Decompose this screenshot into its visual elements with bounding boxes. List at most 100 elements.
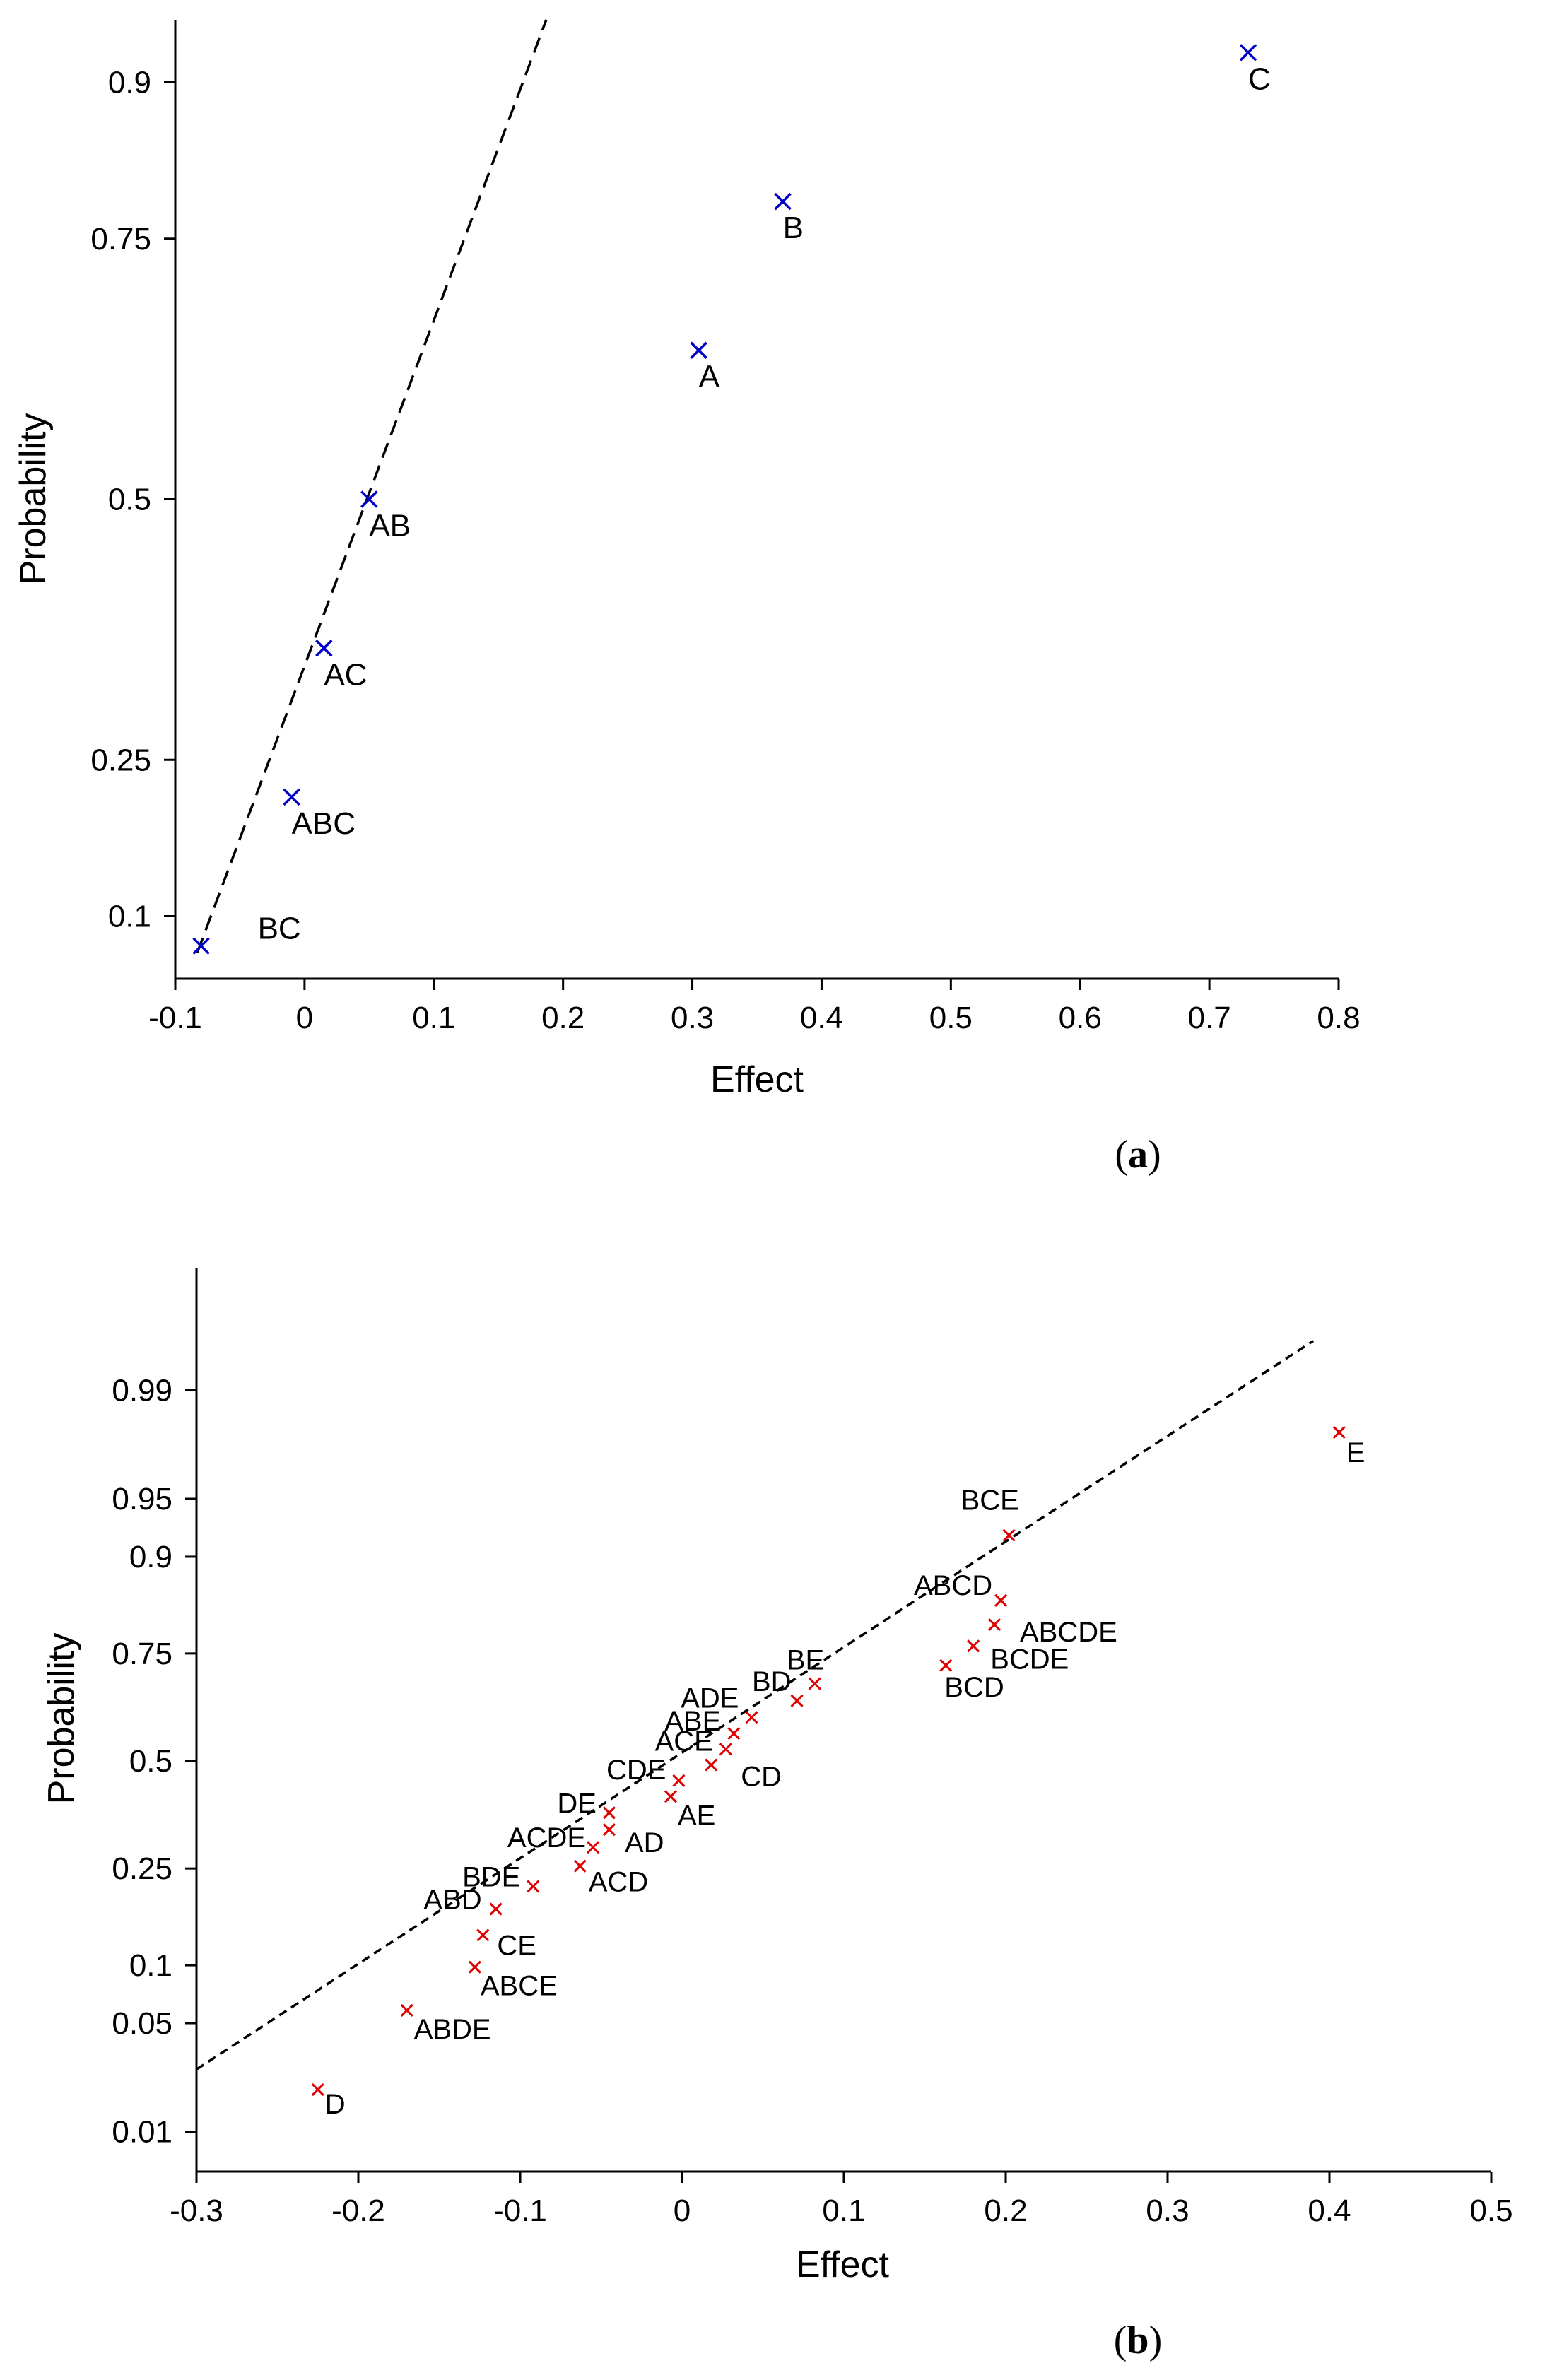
panel-b-x-tick-label: 0.1 [822,2193,865,2228]
panel-b-x-tick-label: 0.5 [1469,2193,1512,2228]
point-label-CDE: CDE [606,1755,666,1786]
point-label-BCDE: BCDE [990,1644,1069,1675]
panel-a-x-tick-label: 0.4 [800,1001,843,1035]
panel-b-y-tick-label: 0.75 [112,1637,172,1671]
point-label-AD: AD [625,1827,664,1858]
data-point-ACDE [586,1841,600,1854]
data-point-ABE [727,1726,741,1740]
panel-a-x-tick-label: 0.2 [541,1001,584,1035]
point-label-ABDE: ABDE [414,2014,491,2045]
point-label-E: E [1346,1437,1365,1468]
data-point-D [311,2083,324,2097]
panel-a-y-tick-label: 0.1 [108,900,151,934]
data-point-BE [808,1677,821,1690]
point-label-ADE: ADE [681,1683,739,1714]
data-point-BDE [527,1880,540,1893]
point-label-AE: AE [678,1800,715,1831]
panel-b-y-tick-label: 0.9 [129,1540,172,1574]
point-label-ACD: ACD [589,1867,648,1898]
panel-b-y-tick-label: 0.99 [112,1373,172,1408]
data-point-BCD [939,1659,953,1672]
panel-b-y-tick-label: 0.1 [129,1948,172,1983]
panel-b-x-tick-label: 0.3 [1146,2193,1189,2228]
data-point-A [690,341,707,359]
point-label-ABD: ABD [423,1885,481,1916]
data-point-ABC [283,788,300,806]
point-label-AB: AB [369,509,411,543]
point-label-DE: DE [557,1788,597,1819]
panel-b-fit-line [196,1340,1315,2070]
point-label-ACE: ACE [655,1726,713,1757]
point-label-BDE: BDE [462,1861,520,1892]
panel-a-x-tick-label: 0.1 [412,1001,455,1035]
panel-a-y-tick-label: 0.9 [108,66,151,100]
data-point-ABCE [468,1960,481,1974]
data-point-ABD [489,1902,503,1916]
data-point-ACE [719,1743,732,1756]
panel-a: -0.1 0 0.1 0.2 0.3 0.4 0.5 0.6 0.7 0.8 0.1 0.25 0.5… [13,19,1361,1177]
data-point-ACD [573,1859,587,1873]
point-label-BE: BE [787,1645,824,1676]
panel-a-x-tick-label: 0.5 [929,1001,973,1035]
data-point-CD [705,1758,718,1772]
point-label-CE: CE [497,1930,536,1961]
panel-a-y-tick-label: 0.75 [90,222,151,257]
panel-a-x-tick-label: 0.3 [671,1001,714,1035]
data-point-BCDE [967,1639,980,1653]
panel-b-x-tick-label: 0 [674,2193,691,2228]
data-point-ABCD [994,1593,1008,1607]
point-label-ABCE: ABCE [481,1971,558,2002]
panel-b-x-axis-label: Effect [796,2244,890,2285]
data-point-CE [476,1928,490,1942]
data-point-BCE [1002,1528,1016,1542]
panel-a-caption-letter: a [1128,1133,1148,1177]
panel-b-caption-letter: b [1127,2319,1149,2362]
point-label-A: A [699,360,720,394]
panel-a-y-tick-label: 0.25 [90,743,151,777]
data-point-AD [602,1823,616,1837]
data-point-AC [315,640,333,657]
data-point-ABDE [400,2003,413,2017]
panel-a-y-axis-label: Probability [13,413,54,585]
panel-b-x-tick-label: -0.1 [493,2193,547,2228]
point-label-ABC: ABC [292,806,356,841]
point-label-BD: BD [752,1666,792,1697]
panel-b-x-tick-label: -0.3 [170,2193,223,2228]
data-point-BC [192,937,210,955]
data-point-BD [790,1694,804,1707]
panel-b-y-tick-label: 0.25 [112,1851,172,1886]
point-label-AC: AC [324,657,367,692]
point-label-ABCD: ABCD [914,1570,992,1601]
panel-b-y-tick-label: 0.01 [112,2115,172,2150]
point-label-BCE: BCE [961,1485,1019,1516]
data-point-DE [602,1806,616,1820]
data-point-B [774,192,792,211]
data-point-ADE [745,1711,758,1724]
panel-a-x-tick-label: 0.8 [1317,1001,1360,1035]
point-label-CD: CD [741,1762,782,1793]
point-label-ACDE: ACDE [507,1822,586,1854]
panel-a-y-tick-label: 0.5 [108,483,151,517]
panel-b-y-tick-label: 0.5 [129,1744,172,1779]
point-label-BCD: BCD [944,1672,1004,1703]
panel-b-x-tick-label: 0.2 [984,2193,1027,2228]
panel-a-fit-line [196,19,548,953]
panel-a-x-tick-label: -0.1 [148,1001,202,1035]
panel-a-x-axis-label: Effect [710,1059,804,1100]
data-point-AB [360,490,378,508]
panel-a-x-tick-label: 0.6 [1059,1001,1102,1035]
data-point-E [1332,1425,1346,1439]
panel-b-caption: (b) [1114,2319,1162,2362]
panel-b-y-tick-label: 0.95 [112,1482,172,1516]
data-point-CDE [672,1774,686,1787]
panel-a-x-tick-label: 0 [296,1001,313,1035]
point-label-C: C [1248,61,1271,96]
panel-b: -0.3 -0.2 -0.1 0 0.1 0.2 0.3 0.4 0.5 0.01 0.05 0.1… [41,1268,1513,2362]
point-label-ABE: ABE [664,1706,721,1737]
data-point-AE [664,1790,678,1803]
point-label-BC: BC [258,912,301,946]
data-point-C [1239,44,1257,61]
panel-b-x-tick-label: -0.2 [331,2193,385,2228]
point-label-B: B [783,211,804,245]
